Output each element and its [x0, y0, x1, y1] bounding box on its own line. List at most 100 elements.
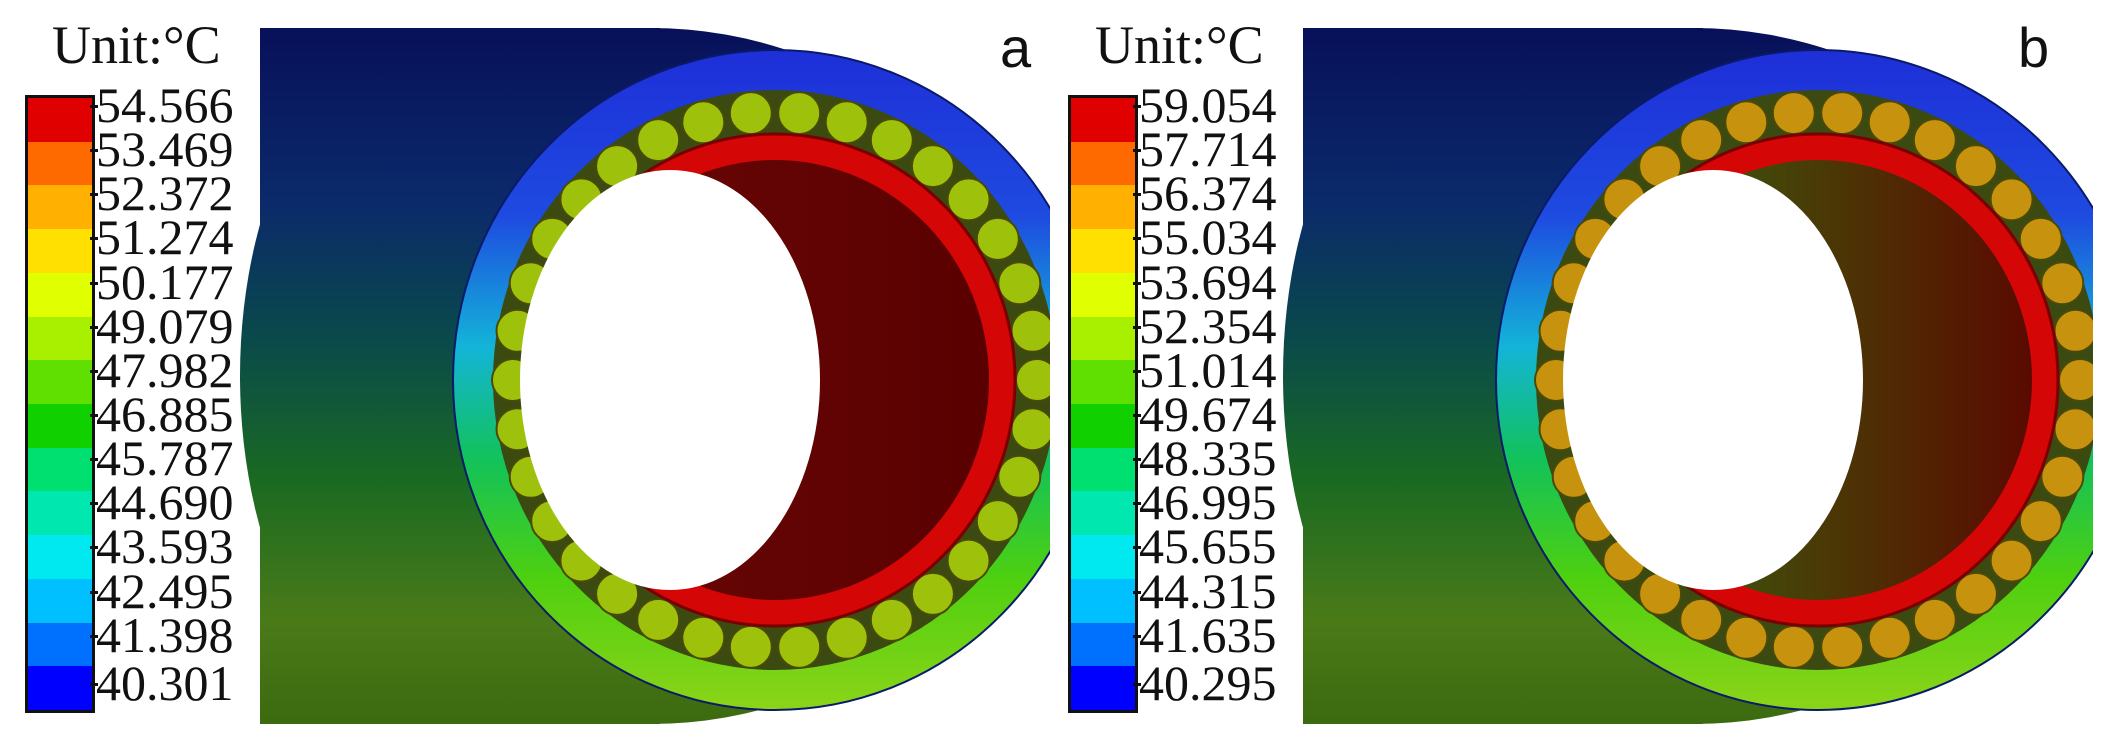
- legend-value: 47.982: [90, 341, 234, 398]
- legend-value: 40.295: [1133, 655, 1277, 712]
- legend-swatch: [1071, 98, 1135, 142]
- legend-swatch: [1071, 666, 1135, 711]
- unit-label: Unit:°C: [1095, 15, 1264, 75]
- legend-value: 46.885: [90, 386, 234, 442]
- legend-value: 42.495: [90, 562, 234, 619]
- unit-label: Unit:°C: [52, 15, 221, 75]
- roller: [1867, 100, 1912, 145]
- legend-swatch: [28, 622, 92, 667]
- legend-value: 46.995: [1133, 474, 1277, 531]
- roller: [777, 91, 822, 136]
- legend-value: 50.177: [90, 253, 234, 310]
- legend-value: 49.674: [1133, 386, 1277, 442]
- legend-value: 40.301: [90, 655, 234, 712]
- roller: [2018, 216, 2063, 261]
- legend-value: 49.079: [90, 297, 234, 354]
- legend-value: 45.655: [1133, 518, 1277, 575]
- legend-swatch: [28, 404, 92, 448]
- legend-value: 53.694: [1133, 253, 1277, 310]
- legend-value: 45.787: [90, 430, 234, 487]
- panel-letter: b: [2018, 16, 2050, 79]
- legend-swatch: [28, 316, 92, 361]
- legend-swatch: [28, 447, 92, 492]
- legend-value: 44.315: [1133, 562, 1277, 619]
- legend-value: 43.593: [90, 518, 234, 575]
- legend-value: 52.354: [1133, 297, 1277, 354]
- legend-value: 56.374: [1133, 165, 1277, 222]
- legend-swatch: [28, 272, 92, 317]
- roller: [636, 118, 681, 163]
- legend-swatch: [1071, 229, 1135, 273]
- roller: [1912, 597, 1957, 642]
- legend-value: 51.274: [90, 209, 234, 266]
- legend-swatch: [1071, 185, 1135, 230]
- legend-swatch: [28, 141, 92, 186]
- legend-swatch: [28, 535, 92, 579]
- roller: [910, 571, 955, 616]
- legend-swatch: [1071, 491, 1135, 536]
- roller: [1679, 118, 1724, 163]
- panel-a: Unit:°C 54.566 53.469 52.372 51.274 50.177 49…: [0, 0, 1050, 753]
- legend-value: 44.690: [90, 474, 234, 531]
- legend-swatch: [1071, 404, 1135, 448]
- legend-swatch: [1071, 535, 1135, 579]
- roller: [777, 624, 822, 669]
- roller: [681, 615, 726, 660]
- legend-value: 51.014: [1133, 341, 1277, 398]
- legend-swatch: [28, 491, 92, 536]
- roller: [1989, 177, 2034, 222]
- roller: [2053, 308, 2093, 353]
- legend-value: 41.635: [1133, 606, 1277, 663]
- legend-swatch: [1071, 622, 1135, 667]
- roller: [997, 454, 1042, 499]
- roller: [1724, 615, 1769, 660]
- roller: [1679, 597, 1724, 642]
- roller: [2053, 407, 2093, 452]
- roller: [869, 118, 914, 163]
- roller: [1989, 538, 2034, 583]
- roller: [1771, 91, 1816, 136]
- legend-swatch: [28, 185, 92, 230]
- roller: [2018, 499, 2063, 544]
- legend-swatch: [1071, 141, 1135, 186]
- roller: [1953, 144, 1998, 189]
- legend-swatch: [1071, 316, 1135, 361]
- roller: [1820, 624, 1865, 669]
- roller: [975, 216, 1020, 261]
- legend-value: 57.714: [1133, 121, 1277, 178]
- roller: [824, 100, 869, 145]
- roller: [681, 100, 726, 145]
- roller: [636, 597, 681, 642]
- legend-swatch: [1071, 360, 1135, 405]
- legend-swatch: [28, 360, 92, 405]
- bearing-model: [1283, 28, 2093, 724]
- roller: [2058, 358, 2093, 402]
- roller: [1820, 91, 1865, 136]
- roller: [2040, 261, 2085, 306]
- legend-value: 48.335: [1133, 430, 1277, 487]
- legend-swatch: [28, 98, 92, 142]
- legend-swatch: [28, 578, 92, 623]
- legend-value: 52.372: [90, 165, 234, 222]
- legend-swatch: [1071, 447, 1135, 492]
- panel-letter: a: [1000, 16, 1032, 79]
- legend-value: 41.398: [90, 606, 234, 663]
- legend-swatch: [28, 666, 92, 711]
- roller: [946, 538, 991, 583]
- legend-swatch: [1071, 578, 1135, 623]
- roller: [869, 597, 914, 642]
- legend-swatch: [1071, 272, 1135, 317]
- roller: [824, 615, 869, 660]
- roller: [1771, 624, 1816, 669]
- roller: [1867, 615, 1912, 660]
- roller: [910, 144, 955, 189]
- roller: [1912, 118, 1957, 163]
- legend-value: 53.469: [90, 121, 234, 178]
- roller: [1953, 571, 1998, 616]
- legend-value: 55.034: [1133, 209, 1277, 266]
- color-legend: [1068, 95, 1138, 713]
- legend-value: 54.566: [90, 77, 234, 133]
- panel-b: Unit:°C 59.054 57.714 56.374 55.034 53.694 52…: [1043, 0, 2093, 753]
- roller: [946, 177, 991, 222]
- color-legend: [25, 95, 95, 713]
